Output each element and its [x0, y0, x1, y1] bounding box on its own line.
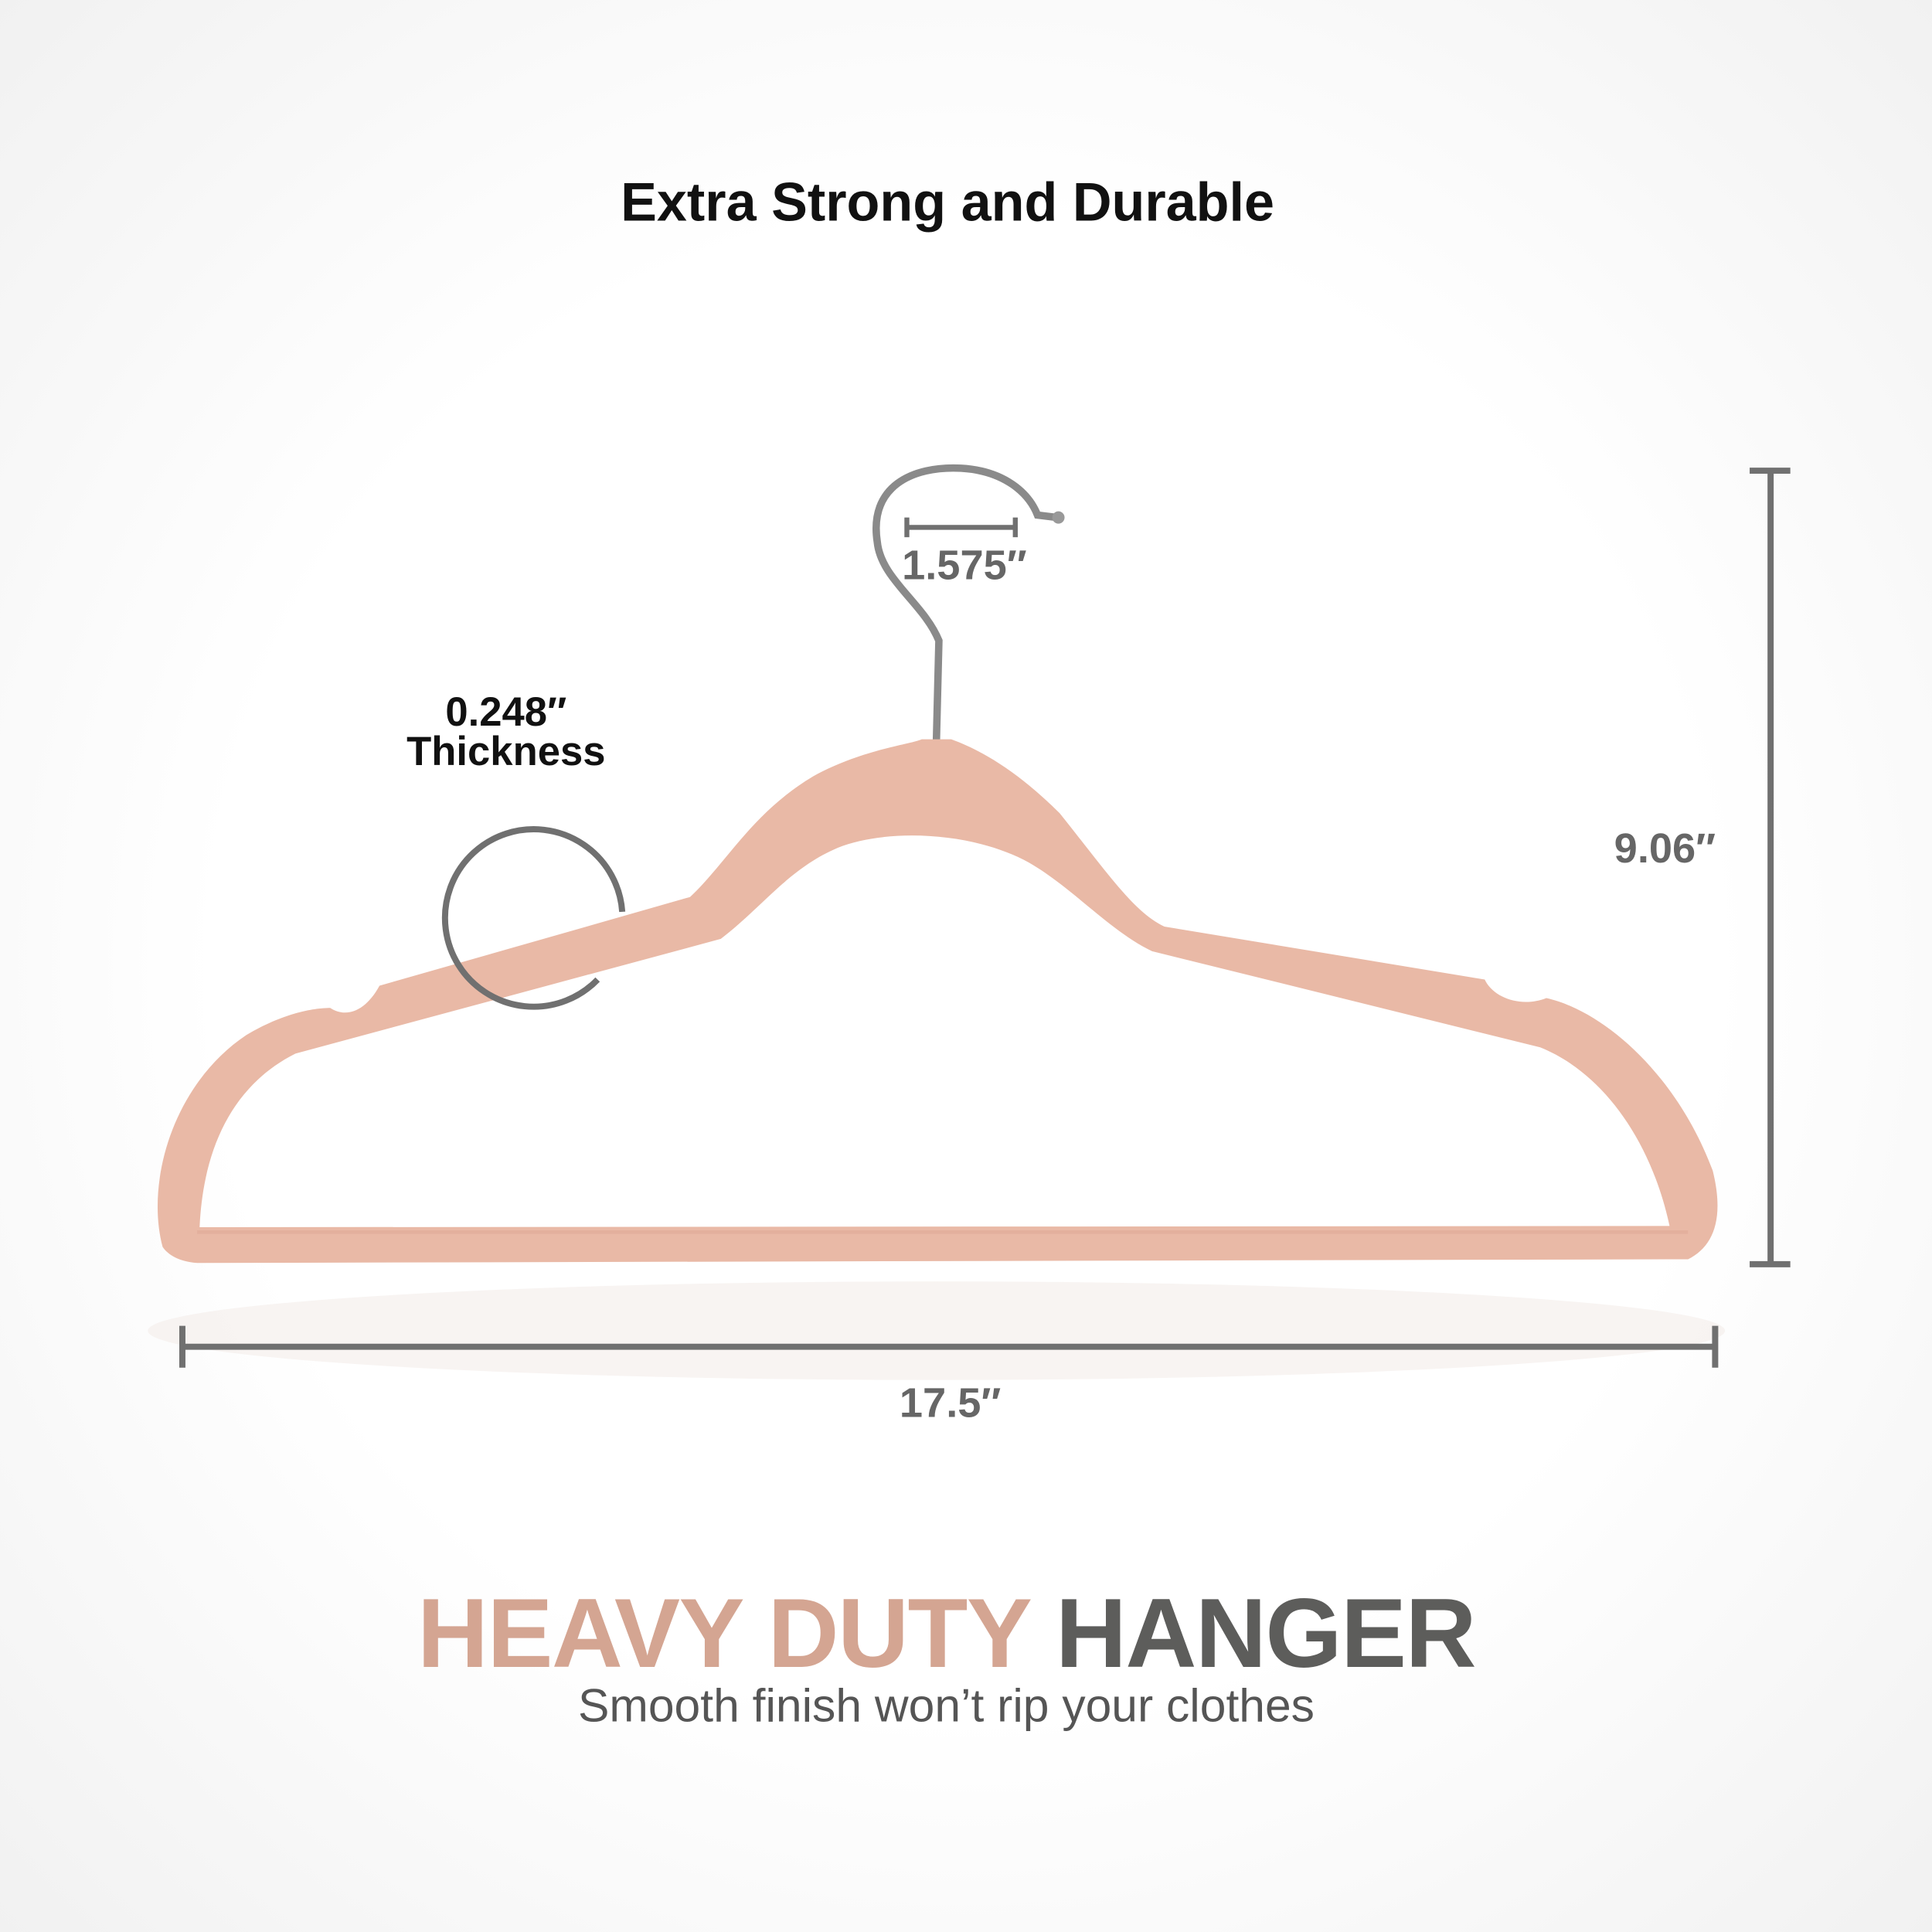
hook-opening-label: 1.575″ [902, 542, 1027, 590]
height-label: 9.06″ [1614, 825, 1716, 872]
headline-accent: HEAVY DUTY [417, 1578, 1031, 1689]
hook-dimension-line [904, 517, 1018, 538]
thickness-callout-circle [441, 826, 626, 1010]
hanger-body [157, 739, 1718, 1264]
height-dimension-line [1750, 468, 1791, 1267]
width-dimension-line [179, 1325, 1719, 1368]
hook-icon [872, 464, 1061, 743]
page-title: Extra Strong and Durable [621, 172, 1275, 233]
thickness-label: 0.248″ Thickness [406, 689, 606, 774]
headline: HEAVY DUTY HANGER [0, 1577, 1893, 1691]
subtitle: Smooth finish won’t rip your clothes [577, 1680, 1315, 1733]
thickness-value: 0.248″ [445, 689, 567, 735]
width-label: 17.5″ [899, 1379, 1002, 1427]
hanger-reflection [148, 1281, 1726, 1380]
thickness-caption: Thickness [406, 728, 606, 774]
headline-dark: HANGER [1055, 1578, 1477, 1689]
